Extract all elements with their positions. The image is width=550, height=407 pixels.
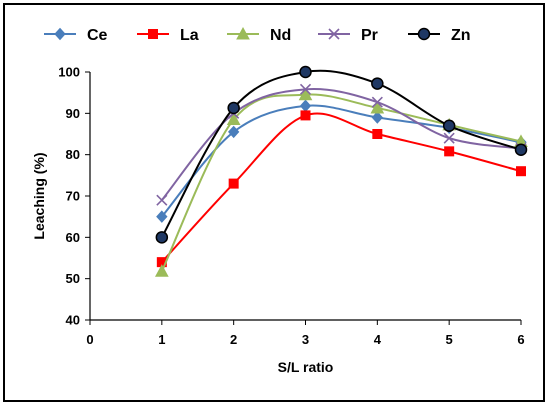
data-point-zn [371,77,384,90]
data-point-nd [226,112,241,126]
x-tick-label: 4 [374,332,382,347]
x-tick-label: 0 [86,332,93,347]
x-tick-label: 5 [446,332,453,347]
data-point-zn [227,101,240,115]
series-line-ce [161,104,522,218]
data-point-ce [227,125,240,139]
data-point-pr [443,132,455,144]
data-point-la [516,166,526,177]
data-point-ce [156,210,168,223]
series-zn [155,65,528,244]
data-point-nd [154,264,169,277]
data-point-ce [299,99,312,113]
y-tick-label: 70 [66,189,80,204]
legend-item-nd: Nd [227,26,291,44]
data-point-pr [156,194,168,206]
data-point-zn [442,119,456,132]
legend-marker-la [148,29,158,39]
series-line-pr [161,88,522,201]
data-point-zn [155,231,169,244]
y-tick-label: 60 [66,230,80,245]
series-line-nd [160,93,522,272]
legend-marker-zn [417,27,431,41]
y-tick-label: 50 [66,271,80,286]
y-tick-label: 80 [66,147,80,162]
series-nd [154,87,528,277]
data-point-zn [299,65,312,79]
legend-label-pr: Pr [361,27,378,44]
legend-marker-ce [54,27,66,41]
data-point-la [300,110,311,121]
legend-label-nd: Nd [270,27,291,44]
y-axis-title: Leaching (%) [31,152,47,239]
data-point-la [372,129,383,139]
data-point-zn [514,143,528,156]
legend-item-ce: Ce [44,27,108,44]
x-axis-title: S/L ratio [278,359,334,375]
data-point-la [228,178,239,189]
legend-item-la: La [137,27,199,44]
data-point-pr [371,96,383,108]
legend-marker-nd [236,26,250,40]
series-la [156,110,526,268]
y-tick-label: 100 [58,65,80,80]
x-tick-label: 1 [158,332,165,347]
series-line-zn [160,69,522,238]
legend-label-ce: Ce [87,27,108,44]
legend-marker-pr [328,28,340,40]
data-point-nd [370,100,385,114]
data-point-la [444,146,455,157]
data-point-pr [299,83,312,95]
x-tick-label: 2 [230,332,237,347]
y-tick-label: 90 [66,106,80,121]
x-tick-label: 3 [302,332,309,347]
series-pr [156,83,527,206]
legend-item-pr: Pr [318,27,378,44]
data-point-nd [298,87,313,101]
y-tick-label: 40 [66,313,80,328]
data-point-la [156,257,167,268]
data-point-ce [371,111,384,124]
legend-label-la: La [180,27,199,44]
x-tick-label: 6 [517,332,524,347]
legend-item-zn: Zn [408,27,471,44]
legend-label-zn: Zn [451,27,471,44]
chart-frame [3,3,545,402]
